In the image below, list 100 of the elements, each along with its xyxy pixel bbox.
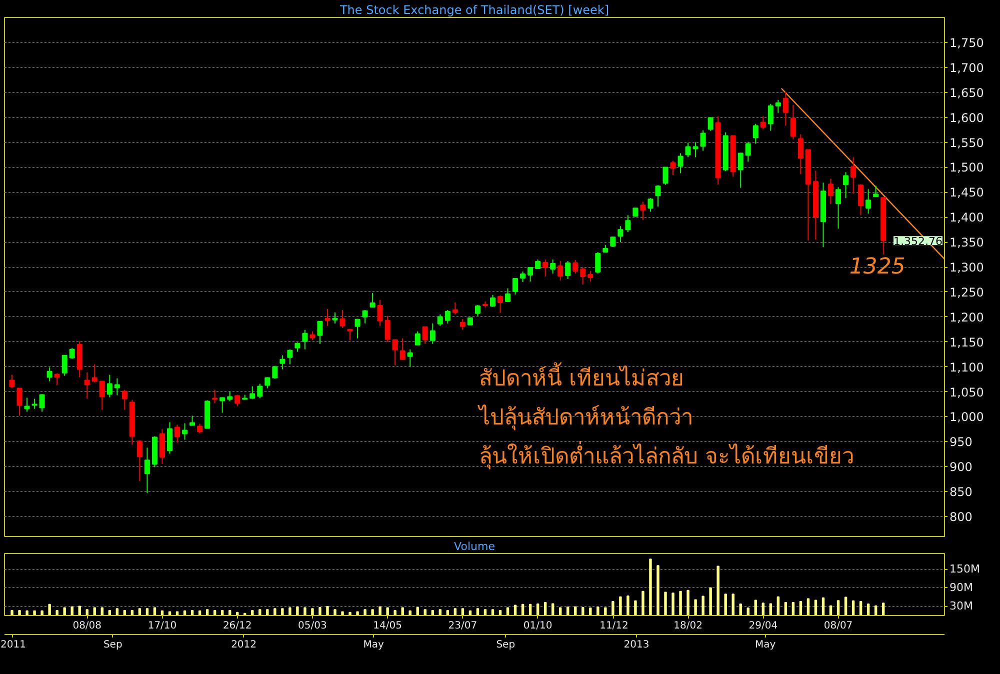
- candlestick: [452, 302, 458, 315]
- y-tick-label: 1,100: [950, 360, 984, 374]
- x2-tick-label: 2012: [231, 640, 257, 650]
- candlestick: [648, 198, 654, 212]
- candlestick: [512, 278, 518, 295]
- candlestick: [227, 390, 233, 402]
- candlestick: [745, 141, 751, 162]
- candlestick: [685, 142, 691, 158]
- annotation: 1,352.76: [894, 235, 942, 248]
- candlestick: [197, 423, 203, 434]
- candlestick: [437, 314, 443, 326]
- candlestick: [69, 347, 75, 360]
- candlestick: [798, 134, 804, 175]
- candlestick: [167, 422, 173, 454]
- candlestick: [46, 366, 52, 382]
- y-tick-label: 1,250: [950, 285, 984, 300]
- candlestick: [558, 260, 564, 281]
- candlestick: [678, 152, 684, 174]
- y-tick-label: 1,700: [950, 60, 984, 75]
- y-tick-label: 1,450: [950, 186, 984, 200]
- candlestick: [700, 130, 706, 152]
- candlestick: [317, 320, 323, 344]
- candlestick: [843, 172, 849, 199]
- x-tick-label: 08/07: [824, 620, 853, 632]
- candlestick: [618, 226, 624, 243]
- candlestick: [422, 326, 428, 344]
- y-tick-label: 950: [950, 435, 972, 450]
- candlestick: [377, 299, 383, 326]
- annotation: ลุ้นให้เปิดต่ำแล้วไล่กลับ จะได้เทียนเขียว: [479, 440, 854, 470]
- candlestick: [220, 396, 226, 414]
- candlestick: [520, 271, 526, 282]
- candlestick: [347, 328, 353, 341]
- candlestick: [280, 354, 286, 370]
- candlestick: [92, 364, 98, 383]
- x-tick-label: 29/04: [748, 620, 778, 632]
- candlestick: [866, 188, 872, 214]
- x-tick-label: 26/12: [222, 620, 252, 632]
- candlestick: [708, 116, 714, 132]
- candlestick: [294, 342, 300, 352]
- x-tick-label: 14/05: [373, 620, 402, 632]
- candlestick: [407, 348, 413, 368]
- candlestick: [572, 260, 578, 274]
- candlestick: [370, 292, 376, 308]
- candlestick: [565, 260, 571, 280]
- candlestick: [287, 348, 293, 365]
- x-tick-label: 17/10: [148, 620, 177, 632]
- y-tick-label: 800: [950, 510, 972, 524]
- y-tick-label: 1,550: [950, 136, 984, 150]
- y-tick-label: 150M: [950, 562, 980, 576]
- x2-tick-label: Sep: [103, 640, 122, 650]
- y-tick-label: 1,400: [950, 210, 984, 225]
- candlestick: [640, 201, 646, 221]
- candlestick: [302, 329, 308, 350]
- candlestick: [39, 394, 45, 412]
- candlestick: [340, 309, 346, 328]
- candlestick: [782, 91, 788, 126]
- candlestick: [414, 330, 420, 346]
- candlestick: [400, 338, 406, 360]
- candlestick: [460, 318, 466, 330]
- candlestick: [873, 185, 879, 198]
- candlestick: [257, 383, 263, 399]
- candlestick: [490, 294, 496, 308]
- annotation: 1325: [849, 254, 906, 280]
- y-tick-label: 90M: [950, 581, 973, 594]
- candlestick: [272, 365, 278, 380]
- candlestick: [62, 354, 68, 376]
- y-tick-label: 1,200: [950, 310, 984, 324]
- candlestick: [354, 318, 360, 339]
- candlestick: [122, 389, 128, 410]
- x2-tick-label: Sep: [496, 640, 516, 650]
- candlestick: [760, 116, 766, 130]
- candlestick: [542, 259, 548, 277]
- x-tick-label: 11/12: [600, 620, 628, 632]
- candlestick: [16, 388, 22, 416]
- y-tick-label: 1,150: [950, 335, 984, 350]
- y-tick-label: 1,650: [950, 86, 984, 100]
- candlestick: [430, 322, 436, 344]
- annotation: ไปลุ้นสัปดาห์หน้าดีกว่า: [477, 404, 694, 430]
- candlestick: [114, 378, 120, 396]
- candlestick: [850, 156, 856, 194]
- candlestick: [182, 422, 188, 440]
- candlestick: [136, 440, 142, 482]
- candlestick: [332, 312, 338, 324]
- x2-tick-label: May: [363, 640, 384, 650]
- x-tick-label: 05/03: [298, 620, 327, 632]
- candlestick: [588, 270, 594, 282]
- candlestick: [444, 309, 450, 324]
- y-tick-label: 1,600: [950, 110, 984, 125]
- y-tick-label: 1,350: [950, 236, 984, 250]
- candlestick: [655, 184, 661, 208]
- annotation: สัปดาห์นี้ เทียนไม่สวย: [479, 362, 684, 392]
- candlestick: [790, 104, 796, 140]
- y-tick-label: 1,750: [950, 36, 984, 50]
- x-tick-label: 01/10: [523, 620, 552, 632]
- candlestick: [324, 308, 330, 326]
- candlestick: [24, 397, 30, 412]
- candlestick: [738, 152, 744, 188]
- candlestick: [212, 389, 218, 404]
- candlestick: [32, 398, 38, 410]
- x2-tick-label: 2013: [624, 640, 650, 650]
